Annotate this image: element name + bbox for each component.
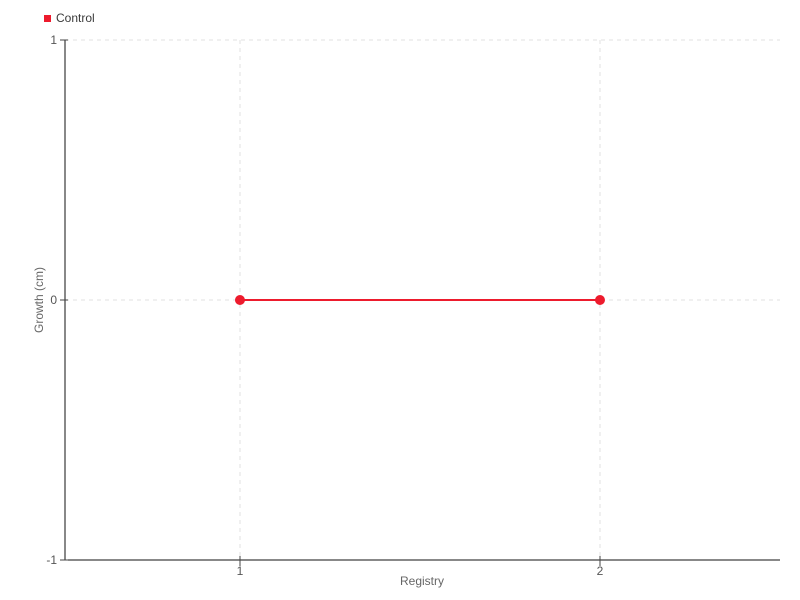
y-tick-label: -1 — [46, 553, 57, 567]
data-point — [594, 295, 605, 305]
y-tick-label: 0 — [50, 293, 57, 307]
legend-item-control: Control — [56, 11, 95, 25]
y-tick-label: 1 — [50, 33, 57, 47]
data-point — [234, 295, 245, 305]
x-axis-title: Registry — [399, 574, 445, 588]
y-axis-title: Growth (cm) — [32, 267, 46, 333]
x-tick-label: 2 — [596, 564, 604, 578]
legend: Control — [44, 12, 95, 25]
legend-square-marker-icon — [44, 15, 51, 22]
plot-area: 1 0 -1 1 2 — [46, 33, 780, 578]
x-tick-label: 1 — [236, 564, 244, 578]
plot-canvas — [60, 39, 780, 566]
